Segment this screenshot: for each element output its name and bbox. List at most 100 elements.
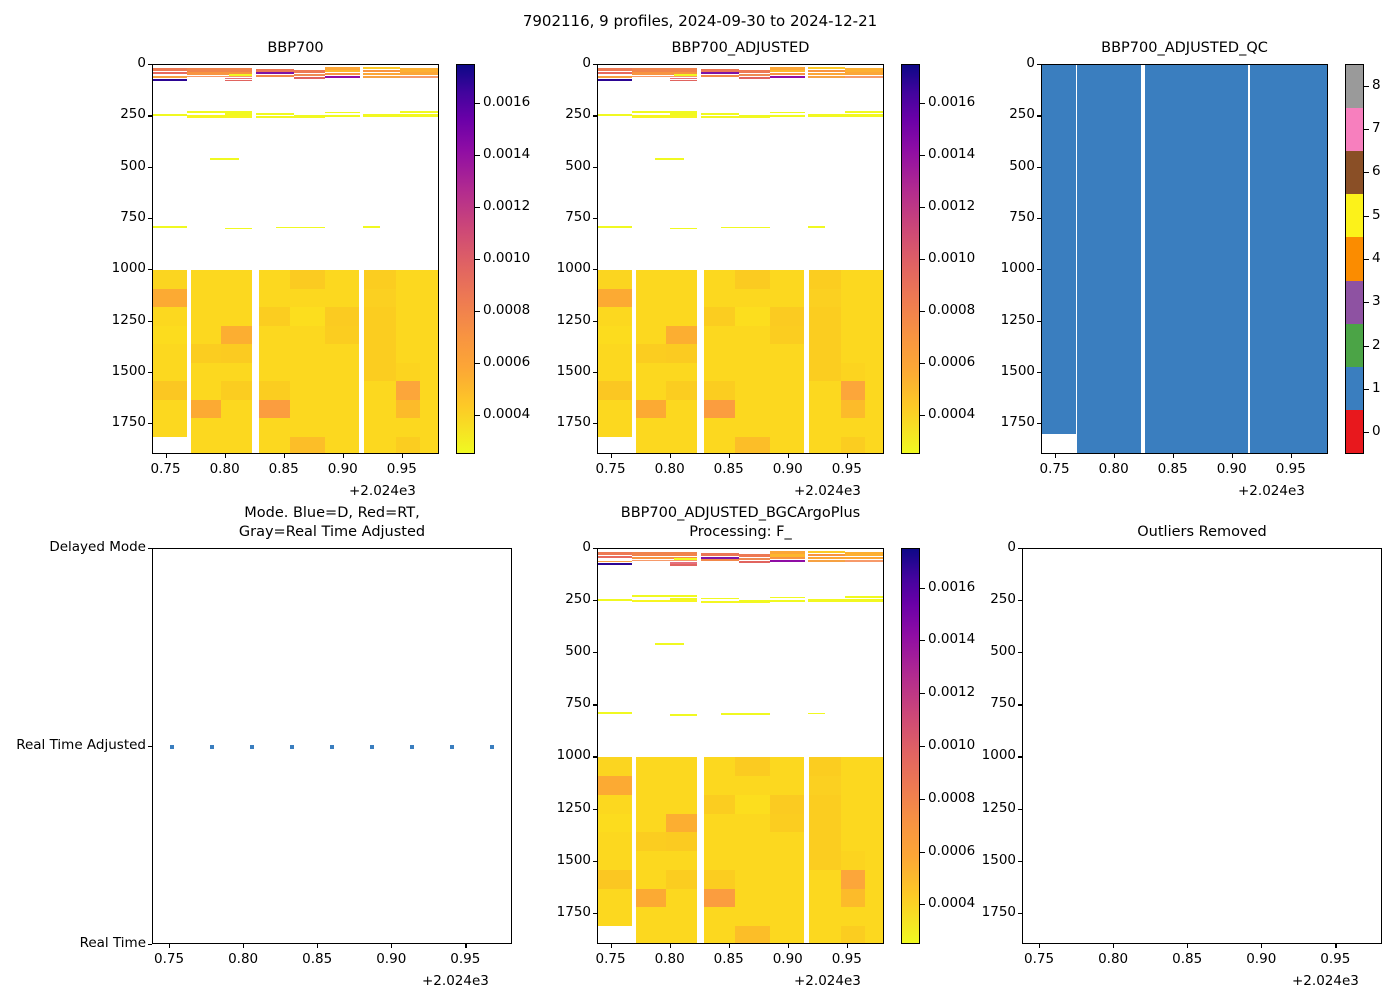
colorbar-qc-tickmark <box>1364 432 1369 434</box>
heatmap-band <box>598 555 632 559</box>
heatmap-cell <box>665 869 697 890</box>
y-tickmark <box>1037 269 1041 271</box>
heatmap-cell <box>598 869 632 890</box>
heatmap-band <box>701 113 739 115</box>
heatmap-cell <box>806 888 841 909</box>
heatmap-cell <box>187 270 221 290</box>
colorbar-tick-label: 0.0006 <box>483 354 531 370</box>
heatmap-cell <box>665 381 697 401</box>
heatmap-cell <box>864 381 883 401</box>
heatmap-band <box>770 560 805 562</box>
y-tickmark <box>1018 912 1022 914</box>
heatmap-cell <box>598 926 632 943</box>
heatmap-cell <box>255 436 291 453</box>
axes-bbp700_adj <box>597 64 884 454</box>
heatmap-band <box>224 79 252 82</box>
heatmap-band <box>807 559 845 562</box>
heatmap-band <box>701 559 739 562</box>
heatmap-cell <box>419 399 438 419</box>
depth-tick-label: 1250 <box>111 311 146 328</box>
heatmap-cell <box>735 270 770 290</box>
heatmap-cell <box>290 270 325 290</box>
heatmap-band <box>770 557 805 560</box>
heatmap-cell <box>700 344 736 364</box>
heatmap-cell <box>632 907 666 927</box>
x-axis-offset-label: +2.024e3 <box>1292 973 1359 989</box>
qc-color-swatch <box>1346 194 1363 238</box>
heatmap-cell <box>419 362 438 382</box>
x-tickmark <box>391 944 393 948</box>
heatmap-cell <box>598 307 632 327</box>
colorbar-tickmark <box>920 746 925 747</box>
heatmap-band <box>256 74 294 77</box>
heatmap-band <box>721 713 771 715</box>
heatmap-cell <box>395 325 420 345</box>
heatmap-cell <box>840 794 865 815</box>
mode-tick-label: Real Time Adjusted <box>16 737 146 753</box>
mode-data-point <box>330 745 335 749</box>
heatmap-cell <box>806 362 841 382</box>
heatmap-cell <box>665 757 697 777</box>
heatmap-band <box>807 712 825 715</box>
heatmap-band <box>669 564 697 566</box>
heatmap-band <box>807 554 845 557</box>
y-tickmark <box>1037 166 1041 168</box>
qc-color-swatch <box>1346 366 1363 410</box>
depth-tick-label: 1250 <box>981 799 1016 816</box>
x-tick-label: 0.75 <box>595 951 626 967</box>
heatmap-cell <box>395 436 420 453</box>
colorbar-tick-label: 0.0008 <box>928 302 976 318</box>
heatmap-cell <box>806 851 841 871</box>
heatmap-cell <box>255 344 291 364</box>
heatmap-cell <box>864 399 883 419</box>
heatmap-band <box>256 68 294 72</box>
heatmap-band <box>186 75 252 78</box>
heatmap-cell <box>324 270 360 290</box>
x-tick-label: 0.95 <box>1275 461 1306 477</box>
y-tickmark <box>593 166 597 168</box>
heatmap-band <box>153 67 187 72</box>
x-tickmark <box>401 454 403 458</box>
heatmap-cell <box>735 399 770 419</box>
colorbar-tickmark <box>920 363 925 364</box>
heatmap-cell <box>153 436 187 453</box>
heatmap-cell <box>806 344 841 364</box>
heatmap-band <box>738 76 771 79</box>
heatmap-band <box>738 554 771 558</box>
heatmap-cell <box>700 776 736 796</box>
y-tickmark <box>1018 756 1022 758</box>
heatmap-cell <box>220 288 252 308</box>
heatmap-cell <box>840 888 865 909</box>
profile-group-separator <box>697 270 704 453</box>
depth-tick-label: 1000 <box>556 260 591 277</box>
y-tickmark <box>593 652 597 654</box>
heatmap-band <box>399 68 438 72</box>
x-tick-label: 0.90 <box>772 461 803 477</box>
heatmap-cell <box>769 757 805 777</box>
panel-title-bgcargoplus: BBP700_ADJUSTED_BGCArgoPlus Processing: … <box>620 505 861 540</box>
heatmap-cell <box>864 270 883 290</box>
x-tick-label: 0.85 <box>713 951 744 967</box>
x-tick-label: 0.90 <box>1246 951 1277 967</box>
heatmap-band <box>655 157 685 160</box>
heatmap-cell <box>187 307 221 327</box>
heatmap-band <box>770 111 805 114</box>
colorbar-tickmark <box>920 587 925 589</box>
heatmap-band <box>770 554 805 557</box>
x-tickmark <box>787 944 789 948</box>
heatmap-cell <box>735 307 770 327</box>
heatmap-cell <box>769 888 805 909</box>
y-tickmark <box>148 166 152 168</box>
heatmap-cell <box>419 288 438 308</box>
heatmap-band <box>293 115 360 117</box>
heatmap-cell <box>598 832 632 852</box>
heatmap-cell <box>735 813 770 834</box>
heatmap-band <box>399 110 438 114</box>
x-tick-label: 0.80 <box>1098 951 1129 967</box>
qc-color-swatch <box>1346 151 1363 195</box>
heatmap-band <box>669 113 697 116</box>
heatmap-cell <box>220 307 252 327</box>
heatmap-cell <box>700 362 736 382</box>
heatmap-cell <box>864 832 883 852</box>
colorbar-tickmark <box>920 798 925 800</box>
